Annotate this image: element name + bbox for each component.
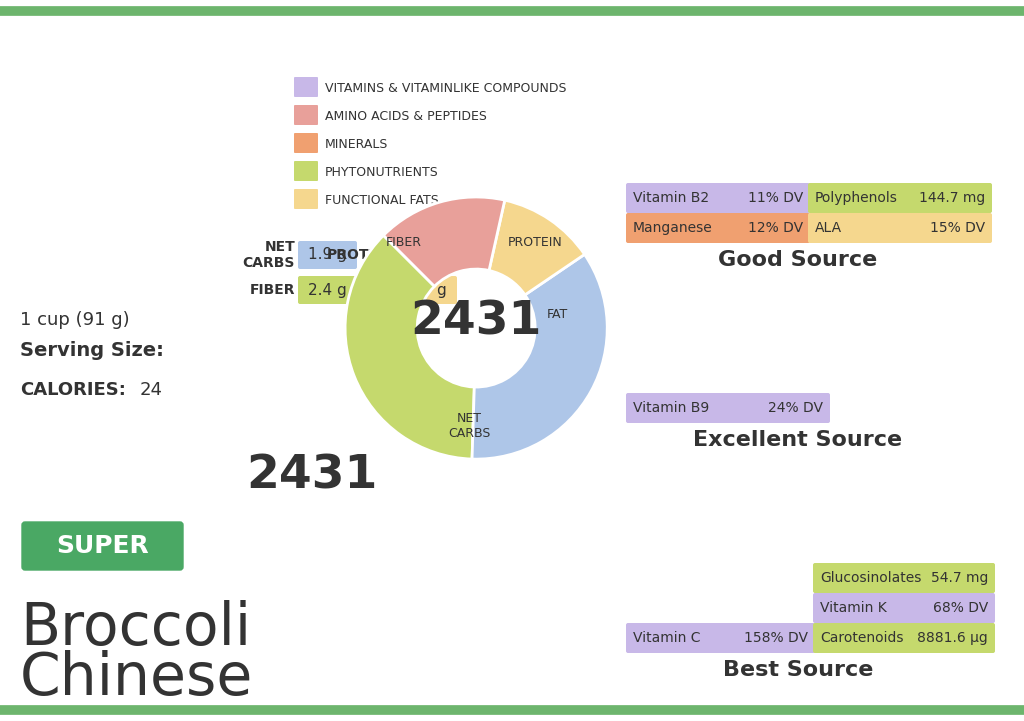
- FancyBboxPatch shape: [813, 593, 995, 623]
- Text: CALORIES:: CALORIES:: [20, 381, 126, 399]
- Text: ALA: ALA: [815, 221, 842, 235]
- Text: Carotenoids: Carotenoids: [820, 631, 903, 645]
- FancyBboxPatch shape: [398, 241, 457, 269]
- Text: VITAMINS & VITAMINLIKE COMPOUNDS: VITAMINS & VITAMINLIKE COMPOUNDS: [325, 81, 566, 94]
- Text: Good Source: Good Source: [719, 250, 878, 270]
- Text: FAT: FAT: [368, 283, 395, 297]
- Text: Glucosinolates: Glucosinolates: [820, 571, 922, 585]
- Text: 2431: 2431: [411, 299, 542, 344]
- Text: FIBER: FIBER: [250, 283, 295, 297]
- Text: FAT: FAT: [547, 309, 568, 322]
- Text: 1 cup (91 g): 1 cup (91 g): [20, 311, 130, 329]
- Wedge shape: [472, 255, 607, 459]
- Text: Best Source: Best Source: [723, 660, 873, 680]
- FancyBboxPatch shape: [813, 623, 995, 653]
- Text: Excellent Source: Excellent Source: [693, 430, 902, 450]
- FancyBboxPatch shape: [298, 241, 357, 269]
- Text: PHYTONUTRIENTS: PHYTONUTRIENTS: [325, 166, 438, 179]
- Text: 11% DV: 11% DV: [748, 191, 803, 205]
- Text: Vitamin K: Vitamin K: [820, 601, 887, 615]
- Text: 15% DV: 15% DV: [930, 221, 985, 235]
- Text: MINERALS: MINERALS: [325, 138, 388, 151]
- FancyBboxPatch shape: [294, 133, 318, 153]
- Text: 8881.6 μg: 8881.6 μg: [918, 631, 988, 645]
- Text: NET
CARBS: NET CARBS: [449, 412, 490, 441]
- Text: Vitamin B2: Vitamin B2: [633, 191, 710, 205]
- Text: AMINO ACIDS & PEPTIDES: AMINO ACIDS & PEPTIDES: [325, 110, 486, 123]
- Text: 1.1 g: 1.1 g: [409, 247, 446, 262]
- FancyBboxPatch shape: [808, 183, 992, 213]
- FancyBboxPatch shape: [808, 213, 992, 243]
- Wedge shape: [345, 235, 474, 459]
- Text: 1.9 g: 1.9 g: [308, 247, 347, 262]
- Wedge shape: [489, 200, 585, 295]
- Text: Polyphenols: Polyphenols: [815, 191, 898, 205]
- Text: Vitamin C: Vitamin C: [633, 631, 700, 645]
- Text: SUPER: SUPER: [56, 534, 150, 558]
- Text: 0.7 g: 0.7 g: [409, 283, 446, 298]
- Text: FIBER: FIBER: [386, 236, 422, 249]
- Text: Manganese: Manganese: [633, 221, 713, 235]
- FancyBboxPatch shape: [813, 563, 995, 593]
- FancyBboxPatch shape: [22, 522, 183, 570]
- Text: PROTEIN: PROTEIN: [327, 248, 395, 262]
- Text: FUNCTIONAL FATS: FUNCTIONAL FATS: [325, 193, 438, 206]
- Text: 12% DV: 12% DV: [748, 221, 803, 235]
- FancyBboxPatch shape: [294, 189, 318, 209]
- Text: NET
CARBS: NET CARBS: [243, 240, 295, 270]
- Text: 68% DV: 68% DV: [933, 601, 988, 615]
- Text: Vitamin B9: Vitamin B9: [633, 401, 710, 415]
- FancyBboxPatch shape: [626, 213, 810, 243]
- FancyBboxPatch shape: [626, 183, 810, 213]
- FancyBboxPatch shape: [294, 161, 318, 181]
- Text: 24% DV: 24% DV: [768, 401, 823, 415]
- FancyBboxPatch shape: [626, 623, 815, 653]
- FancyBboxPatch shape: [298, 276, 357, 304]
- Text: Chinese: Chinese: [20, 650, 253, 707]
- Text: 158% DV: 158% DV: [744, 631, 808, 645]
- FancyBboxPatch shape: [294, 77, 318, 97]
- FancyBboxPatch shape: [398, 276, 457, 304]
- Text: 24: 24: [140, 381, 163, 399]
- Text: Broccoli: Broccoli: [20, 600, 251, 657]
- Text: 54.7 mg: 54.7 mg: [931, 571, 988, 585]
- Text: 2431: 2431: [247, 453, 378, 498]
- Wedge shape: [383, 197, 505, 286]
- Text: 2.4 g: 2.4 g: [308, 283, 347, 298]
- Text: 144.7 mg: 144.7 mg: [919, 191, 985, 205]
- Text: PROTEIN: PROTEIN: [508, 236, 562, 249]
- FancyBboxPatch shape: [294, 105, 318, 125]
- Text: Serving Size:: Serving Size:: [20, 340, 164, 360]
- FancyBboxPatch shape: [626, 393, 830, 423]
